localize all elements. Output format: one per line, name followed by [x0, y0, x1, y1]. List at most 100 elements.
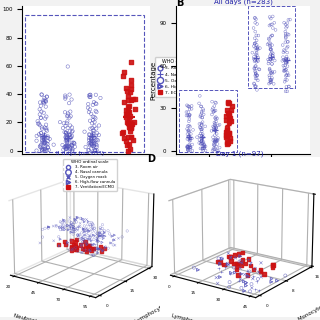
Point — [197, 133, 202, 138]
Point — [251, 54, 256, 60]
Point — [72, 141, 77, 146]
Point — [64, 132, 69, 138]
Point — [186, 144, 191, 149]
Point — [95, 138, 100, 143]
Point — [226, 100, 231, 105]
Point — [63, 135, 68, 140]
Point — [286, 84, 292, 89]
Point — [65, 132, 70, 137]
Point — [199, 122, 204, 127]
Point — [268, 68, 273, 73]
Point — [126, 104, 131, 109]
Point — [267, 23, 272, 28]
Point — [34, 148, 39, 153]
Point — [285, 44, 290, 49]
Point — [268, 79, 273, 84]
Point — [128, 113, 133, 118]
Point — [269, 22, 275, 27]
Point — [51, 142, 56, 147]
Point — [92, 135, 97, 140]
Point — [92, 148, 97, 153]
Point — [197, 93, 202, 99]
Point — [69, 140, 75, 145]
Point — [266, 57, 271, 62]
Point — [283, 63, 288, 68]
Point — [66, 143, 71, 148]
Point — [63, 95, 68, 100]
Point — [188, 132, 193, 137]
Point — [200, 126, 205, 132]
Point — [68, 144, 73, 149]
Point — [267, 67, 272, 72]
Point — [282, 66, 287, 71]
Point — [98, 95, 103, 100]
Point — [128, 97, 133, 102]
Point — [39, 125, 44, 130]
Point — [201, 146, 206, 151]
Point — [37, 144, 43, 149]
Point — [89, 138, 94, 143]
Point — [63, 147, 68, 152]
Point — [267, 81, 272, 86]
Point — [89, 141, 94, 147]
Point — [88, 136, 93, 141]
Point — [185, 146, 190, 151]
Point — [66, 132, 71, 137]
Point — [37, 100, 43, 105]
Point — [284, 50, 290, 55]
Point — [268, 16, 273, 21]
Point — [273, 27, 278, 32]
Point — [254, 45, 259, 50]
Point — [88, 126, 93, 131]
Point — [255, 57, 260, 62]
Point — [70, 129, 75, 134]
Point — [43, 148, 48, 153]
Point — [255, 46, 260, 51]
Point — [284, 54, 289, 59]
Point — [203, 144, 208, 149]
Point — [267, 37, 272, 42]
Point — [217, 122, 222, 127]
Point — [199, 111, 204, 116]
Text: D: D — [147, 154, 155, 164]
Point — [212, 147, 218, 152]
Point — [268, 46, 273, 51]
Point — [125, 88, 130, 93]
Point — [42, 136, 47, 141]
Point — [44, 127, 49, 132]
Point — [39, 133, 44, 139]
Point — [200, 146, 205, 151]
Bar — [248, 6, 295, 89]
Point — [253, 64, 258, 69]
Point — [200, 141, 205, 146]
Point — [198, 125, 203, 130]
Point — [86, 132, 92, 137]
Point — [186, 109, 191, 115]
Point — [38, 145, 43, 150]
Point — [269, 43, 275, 48]
Point — [211, 125, 216, 131]
Point — [62, 110, 68, 115]
Point — [47, 136, 52, 141]
Point — [224, 133, 229, 139]
Point — [187, 113, 192, 118]
Point — [187, 112, 192, 117]
Point — [129, 86, 134, 91]
Point — [254, 48, 259, 53]
Point — [63, 138, 68, 143]
Point — [133, 107, 138, 112]
Point — [284, 57, 289, 62]
Point — [226, 110, 231, 115]
Point — [186, 123, 191, 128]
Point — [228, 108, 234, 113]
Point — [227, 119, 232, 124]
Point — [225, 110, 230, 116]
Point — [65, 144, 70, 149]
Point — [281, 50, 286, 55]
Point — [212, 104, 217, 109]
Point — [121, 73, 126, 78]
Point — [41, 135, 46, 140]
Point — [254, 51, 259, 56]
Point — [60, 125, 66, 131]
Point — [272, 20, 277, 25]
